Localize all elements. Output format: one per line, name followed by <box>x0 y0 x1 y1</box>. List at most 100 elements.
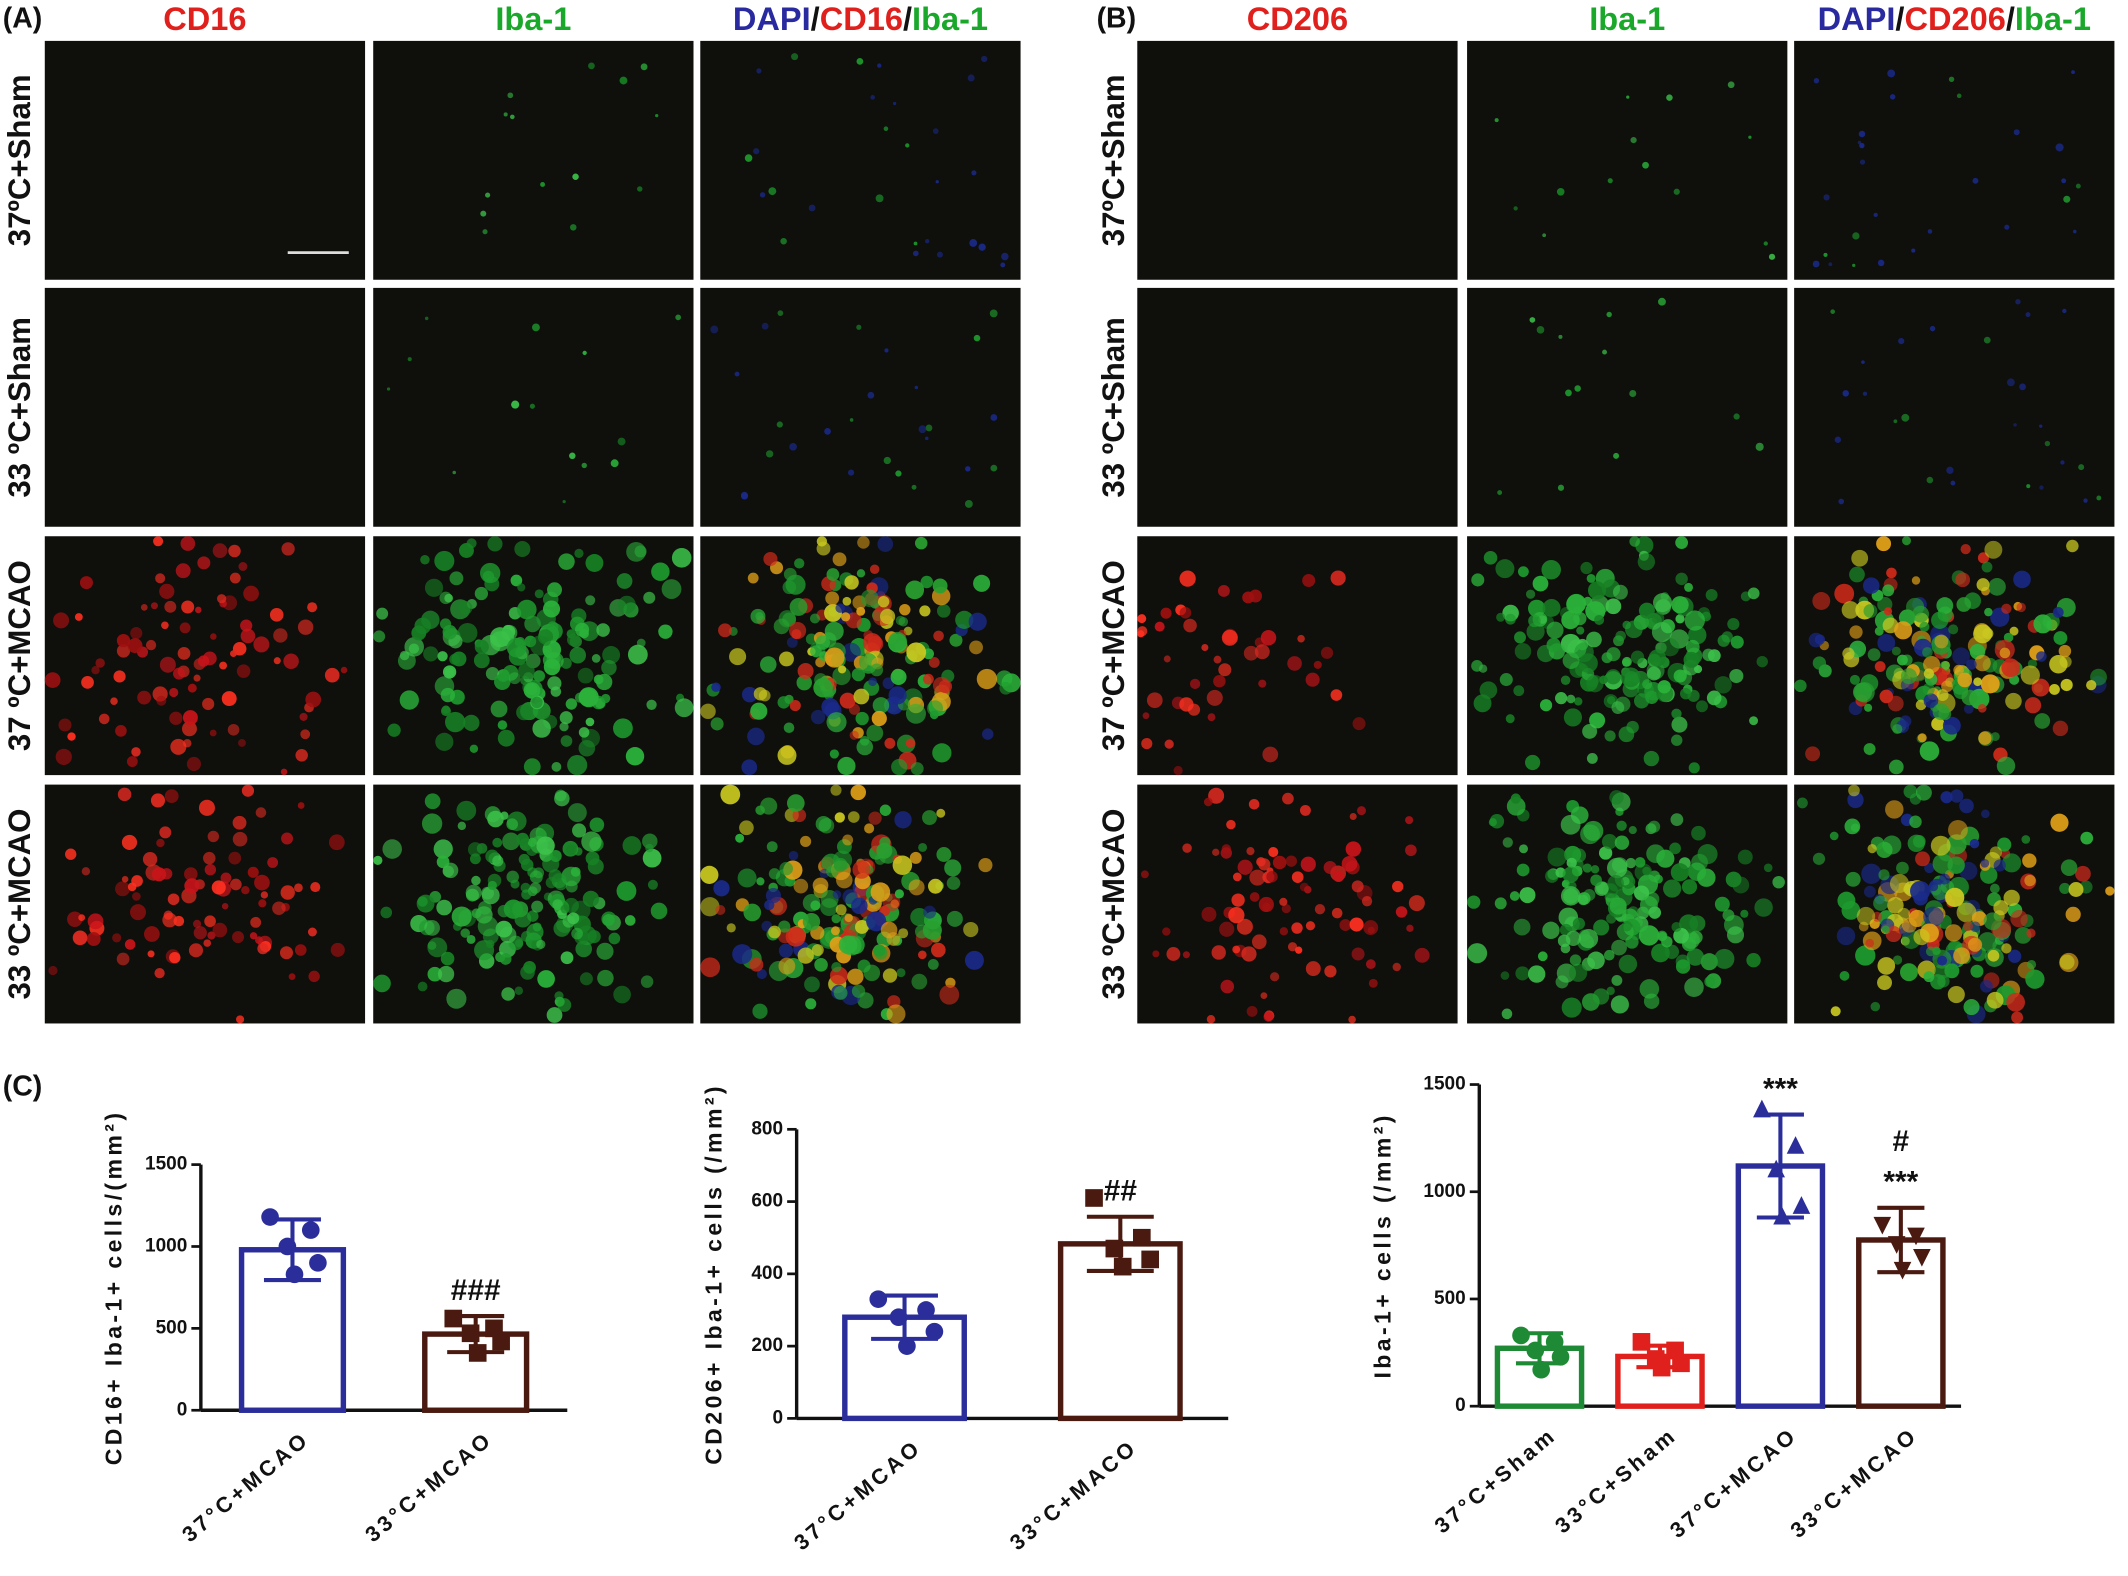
cell-blob <box>2061 178 2067 184</box>
y-tick-label: 500 <box>156 1317 188 1338</box>
cell-blob <box>1634 857 1646 868</box>
cell-blob <box>2026 959 2037 970</box>
x-tick-label: 37°C+Sham <box>1430 1422 1562 1538</box>
cell-blob <box>582 350 587 356</box>
cell-blob <box>616 881 637 901</box>
cell-blob <box>1956 597 1972 612</box>
cell-blob <box>2036 651 2047 662</box>
cell-blob <box>1566 857 1577 869</box>
data-point <box>869 1290 888 1308</box>
cell-blob <box>1208 787 1225 804</box>
cell-blob <box>399 690 419 710</box>
micrograph <box>1467 536 1788 776</box>
cell-blob <box>1849 625 1863 639</box>
cell-blob <box>516 832 530 846</box>
cell-blob <box>212 543 228 558</box>
cell-blob <box>1163 655 1171 663</box>
cell-blob <box>181 721 197 737</box>
cell-blob <box>2021 835 2031 844</box>
cell-blob <box>547 676 562 691</box>
cell-blob <box>2006 992 2025 1012</box>
cell-blob <box>1907 834 1925 853</box>
cell-blob <box>1368 978 1378 988</box>
cell-blob <box>1183 618 1197 633</box>
cell-blob <box>1546 637 1561 653</box>
cell-blob <box>1173 765 1183 776</box>
cell-blob <box>1989 846 2002 859</box>
x-tick-label: 37°C+MCAO <box>789 1434 926 1555</box>
cell-blob <box>1609 897 1627 915</box>
micrograph-bg <box>700 40 1021 280</box>
data-point <box>1907 1227 1925 1246</box>
data-point <box>1526 1341 1545 1360</box>
cell-blob <box>1911 576 1921 585</box>
cell-blob <box>841 612 851 622</box>
cell-blob <box>579 972 593 986</box>
cell-blob <box>581 831 602 852</box>
data-point <box>1893 1261 1912 1280</box>
cell-blob <box>844 575 859 590</box>
cell-blob <box>1855 945 1876 966</box>
x-tick-label: 37°C+MCAO <box>1665 1422 1802 1543</box>
cell-blob <box>1249 892 1260 902</box>
cell-blob <box>1931 717 1945 731</box>
cell-blob <box>1862 391 1868 396</box>
cell-blob <box>616 573 633 589</box>
cell-blob <box>1164 739 1174 749</box>
cell-blob <box>230 878 242 891</box>
cell-blob <box>824 621 844 641</box>
cell-blob <box>1894 621 1913 640</box>
cell-blob <box>209 729 217 737</box>
cell-blob <box>1856 906 1876 926</box>
cell-blob <box>267 857 279 868</box>
cell-blob <box>1620 667 1641 688</box>
cell-blob <box>1263 1011 1274 1022</box>
cell-blob <box>1763 241 1768 246</box>
cell-blob <box>812 877 829 894</box>
cell-blob <box>487 810 504 828</box>
micrograph <box>1137 287 1458 527</box>
cell-blob <box>91 665 100 675</box>
cell-blob <box>842 834 854 846</box>
cell-blob <box>217 594 227 604</box>
cell-blob <box>243 585 259 602</box>
cell-blob <box>760 656 777 673</box>
cell-blob <box>203 851 216 865</box>
cell-blob <box>1601 652 1613 664</box>
cell-blob <box>877 63 882 68</box>
cell-blob <box>143 926 160 942</box>
micrograph-bg <box>1467 40 1788 280</box>
cell-blob <box>1980 979 1993 993</box>
cell-blob <box>173 915 185 927</box>
cell-blob <box>1236 918 1253 935</box>
cell-blob <box>169 951 181 964</box>
cell-blob <box>1648 649 1667 667</box>
cell-blob <box>503 899 524 919</box>
cell-blob <box>1984 540 2003 559</box>
cell-blob <box>2039 424 2043 428</box>
cell-blob <box>1587 581 1607 600</box>
cell-blob <box>1351 880 1364 893</box>
cell-blob <box>254 874 270 891</box>
cell-blob <box>1141 738 1153 750</box>
cell-blob <box>849 730 859 740</box>
cell-blob <box>193 674 201 682</box>
cell-blob <box>1847 791 1864 809</box>
cell-blob <box>1756 655 1768 668</box>
cell-blob <box>1630 650 1645 664</box>
cell-blob <box>847 968 864 985</box>
data-point <box>468 1344 487 1362</box>
cell-blob <box>1577 894 1589 906</box>
cell-blob <box>516 704 532 721</box>
cell-blob <box>990 464 998 472</box>
cell-blob <box>729 648 747 666</box>
cell-blob <box>386 387 391 391</box>
significance-label: *** <box>1763 1072 1798 1105</box>
cell-blob <box>1669 842 1681 855</box>
cell-blob <box>816 536 828 547</box>
cell-blob <box>1956 93 1962 99</box>
y-tick-label: 0 <box>177 1399 188 1420</box>
cell-blob <box>1220 979 1235 994</box>
cell-blob <box>832 890 842 899</box>
cell-blob <box>1680 687 1692 700</box>
